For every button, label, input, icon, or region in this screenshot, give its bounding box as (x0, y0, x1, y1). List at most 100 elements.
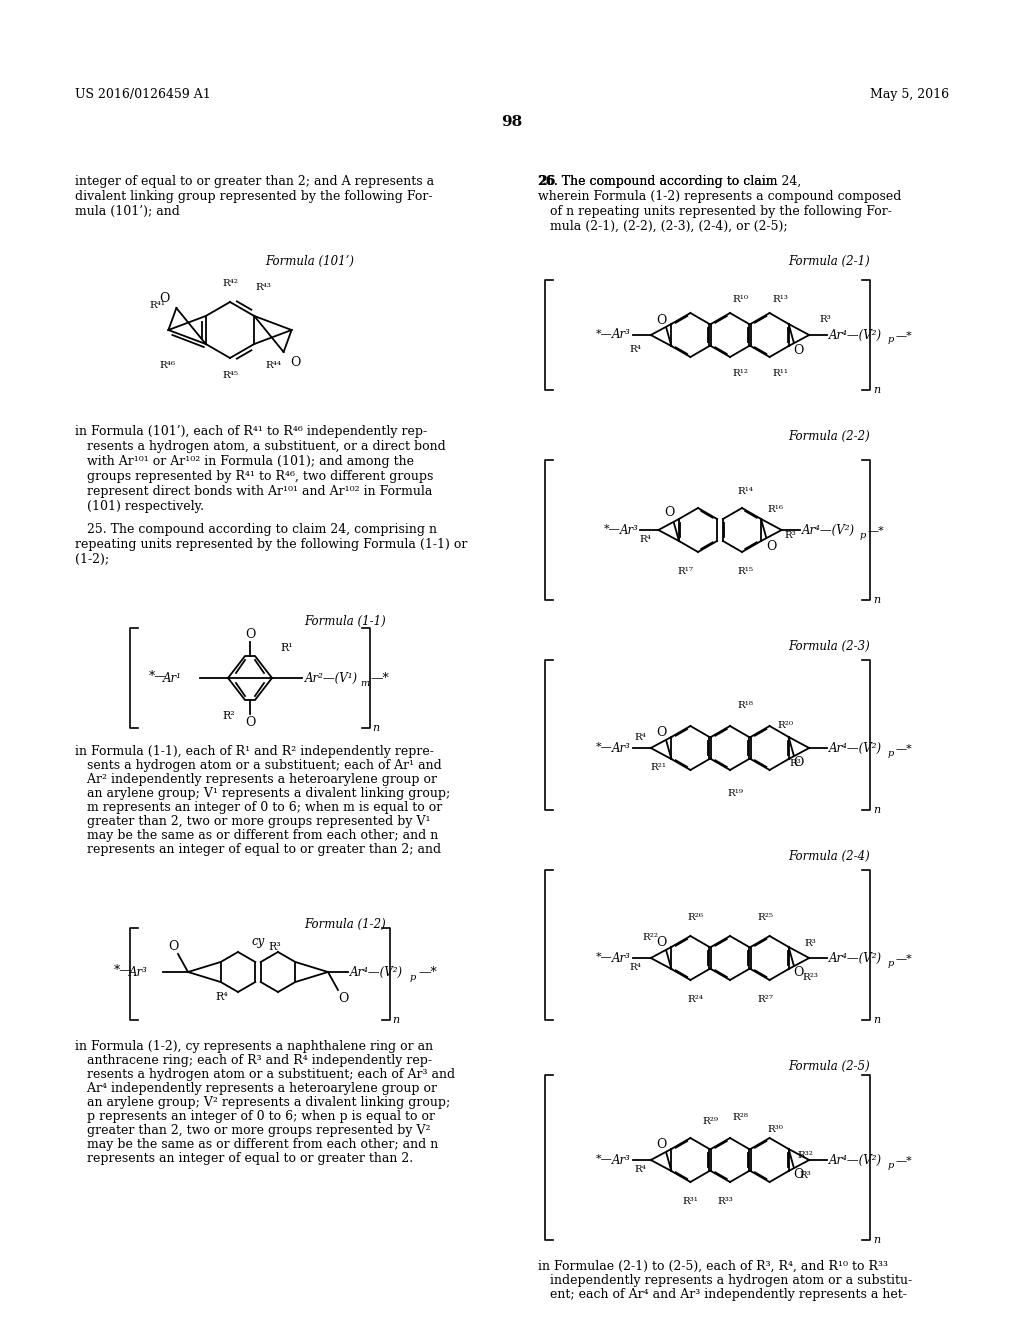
Text: R³²: R³² (797, 1151, 813, 1159)
Text: an arylene group; V¹ represents a divalent linking group;: an arylene group; V¹ represents a divale… (75, 787, 451, 800)
Text: sents a hydrogen atom or a substituent; each of Ar¹ and: sents a hydrogen atom or a substituent; … (75, 759, 441, 772)
Text: Ar⁴—(V²): Ar⁴—(V²) (802, 524, 855, 536)
Text: Ar³: Ar³ (129, 965, 148, 978)
Text: O: O (245, 627, 255, 640)
Text: R²²: R²² (642, 933, 658, 942)
Text: Ar⁴—(V²): Ar⁴—(V²) (350, 965, 403, 978)
Text: O: O (656, 726, 667, 739)
Text: R²⁴: R²⁴ (687, 995, 703, 1005)
Text: resents a hydrogen atom, a substituent, or a direct bond: resents a hydrogen atom, a substituent, … (75, 440, 445, 453)
Text: O: O (794, 756, 804, 770)
Text: R¹⁶: R¹⁶ (767, 506, 783, 515)
Text: R³⁰: R³⁰ (767, 1126, 783, 1134)
Text: R³¹: R³¹ (682, 1197, 698, 1206)
Text: *—: *— (150, 669, 168, 682)
Text: n: n (873, 385, 880, 395)
Text: R¹⁵: R¹⁵ (737, 568, 753, 577)
Text: Formula (1-2): Formula (1-2) (304, 917, 386, 931)
Text: Ar⁴—(V²): Ar⁴—(V²) (829, 329, 883, 342)
Text: 26: 26 (538, 176, 555, 187)
Text: R²⁵: R²⁵ (757, 913, 773, 923)
Text: R⁴: R⁴ (215, 993, 228, 1002)
Text: p: p (410, 973, 416, 982)
Text: m: m (360, 678, 370, 688)
Text: p: p (887, 1160, 894, 1170)
Text: R²⁸: R²⁸ (732, 1114, 748, 1122)
Text: *—: *— (596, 950, 612, 961)
Text: R³³: R³³ (717, 1197, 733, 1206)
Text: *—: *— (604, 523, 621, 533)
Text: independently represents a hydrogen atom or a substitu-: independently represents a hydrogen atom… (538, 1274, 912, 1287)
Text: R⁴³: R⁴³ (255, 282, 271, 292)
Text: Ar³: Ar³ (612, 329, 631, 342)
Text: Ar³: Ar³ (620, 524, 638, 536)
Text: Ar⁴—(V²): Ar⁴—(V²) (829, 742, 883, 755)
Text: (101) respectively.: (101) respectively. (75, 500, 204, 513)
Text: with Ar¹⁰¹ or Ar¹⁰² in Formula (101); and among the: with Ar¹⁰¹ or Ar¹⁰² in Formula (101); an… (75, 455, 414, 469)
Text: —*: —* (895, 330, 912, 341)
Text: O: O (656, 936, 667, 949)
Text: —*: —* (895, 1155, 912, 1166)
Text: ent; each of Ar⁴ and Ar³ independently represents a het-: ent; each of Ar⁴ and Ar³ independently r… (538, 1288, 907, 1302)
Text: R³: R³ (799, 1171, 811, 1180)
Text: represent direct bonds with Ar¹⁰¹ and Ar¹⁰² in Formula: represent direct bonds with Ar¹⁰¹ and Ar… (75, 484, 432, 498)
Text: mula (2-1), (2-2), (2-3), (2-4), or (2-5);: mula (2-1), (2-2), (2-3), (2-4), or (2-5… (538, 220, 787, 234)
Text: R³: R³ (784, 531, 796, 540)
Text: O: O (656, 1138, 667, 1151)
Text: cy: cy (251, 936, 264, 949)
Text: Formula (2-4): Formula (2-4) (788, 850, 870, 863)
Text: O: O (159, 292, 170, 305)
Text: *—: *— (115, 964, 133, 977)
Text: *—: *— (596, 327, 612, 338)
Text: R³: R³ (268, 942, 281, 952)
Text: wherein Formula (1-2) represents a compound composed: wherein Formula (1-2) represents a compo… (538, 190, 901, 203)
Text: Ar³: Ar³ (612, 742, 631, 755)
Text: resents a hydrogen atom or a substituent; each of Ar³ and: resents a hydrogen atom or a substituent… (75, 1068, 455, 1081)
Text: in Formula (101’), each of R⁴¹ to R⁴⁶ independently rep-: in Formula (101’), each of R⁴¹ to R⁴⁶ in… (75, 425, 427, 438)
Text: repeating units represented by the following Formula (1-1) or: repeating units represented by the follo… (75, 539, 467, 550)
Text: divalent linking group represented by the following For-: divalent linking group represented by th… (75, 190, 432, 203)
Text: Ar²—(V¹): Ar²—(V¹) (305, 672, 358, 685)
Text: R²⁶: R²⁶ (687, 913, 703, 923)
Text: R³: R³ (819, 315, 830, 325)
Text: R¹⁷: R¹⁷ (677, 568, 693, 577)
Text: represents an integer of equal to or greater than 2.: represents an integer of equal to or gre… (75, 1152, 413, 1166)
Text: O: O (664, 507, 674, 520)
Text: R⁴: R⁴ (629, 346, 641, 355)
Text: Ar⁴ independently represents a heteroarylene group or: Ar⁴ independently represents a heteroary… (75, 1082, 437, 1096)
Text: R⁴²: R⁴² (222, 280, 238, 289)
Text: n: n (873, 805, 880, 814)
Text: R⁴¹: R⁴¹ (150, 301, 165, 309)
Text: Formula (2-5): Formula (2-5) (788, 1060, 870, 1073)
Text: R⁴: R⁴ (634, 1166, 646, 1175)
Text: R⁴⁴: R⁴⁴ (265, 362, 281, 371)
Text: R¹³: R¹³ (772, 296, 787, 305)
Text: 25. The compound according to claim 24, comprising n: 25. The compound according to claim 24, … (75, 523, 437, 536)
Text: n: n (873, 1015, 880, 1026)
Text: R⁴: R⁴ (639, 536, 651, 544)
Text: n: n (873, 595, 880, 605)
Text: —*: —* (418, 965, 437, 978)
Text: represents an integer of equal to or greater than 2; and: represents an integer of equal to or gre… (75, 843, 441, 855)
Text: R¹²: R¹² (732, 368, 748, 378)
Text: —*: —* (895, 953, 912, 964)
Text: O: O (245, 715, 255, 729)
Text: O: O (291, 355, 301, 368)
Text: integer of equal to or greater than 2; and A represents a: integer of equal to or greater than 2; a… (75, 176, 434, 187)
Text: greater than 2, two or more groups represented by V¹: greater than 2, two or more groups repre… (75, 814, 430, 828)
Text: may be the same as or different from each other; and n: may be the same as or different from eac… (75, 1138, 438, 1151)
Text: R³: R³ (804, 939, 816, 948)
Text: p: p (887, 335, 894, 345)
Text: 26. The compound according to claim 24,: 26. The compound according to claim 24, (538, 176, 801, 187)
Text: greater than 2, two or more groups represented by V²: greater than 2, two or more groups repre… (75, 1125, 430, 1137)
Text: Formula (101’): Formula (101’) (265, 255, 354, 268)
Text: Formula (2-3): Formula (2-3) (788, 640, 870, 653)
Text: O: O (168, 940, 178, 953)
Text: may be the same as or different from each other; and n: may be the same as or different from eac… (75, 829, 438, 842)
Text: R¹: R¹ (280, 643, 293, 653)
Text: p represents an integer of 0 to 6; when p is equal to or: p represents an integer of 0 to 6; when … (75, 1110, 435, 1123)
Text: R²³: R²³ (802, 974, 818, 982)
Text: *—: *— (596, 1152, 612, 1163)
Text: anthracene ring; each of R³ and R⁴ independently rep-: anthracene ring; each of R³ and R⁴ indep… (75, 1053, 432, 1067)
Text: R³: R³ (790, 759, 801, 767)
